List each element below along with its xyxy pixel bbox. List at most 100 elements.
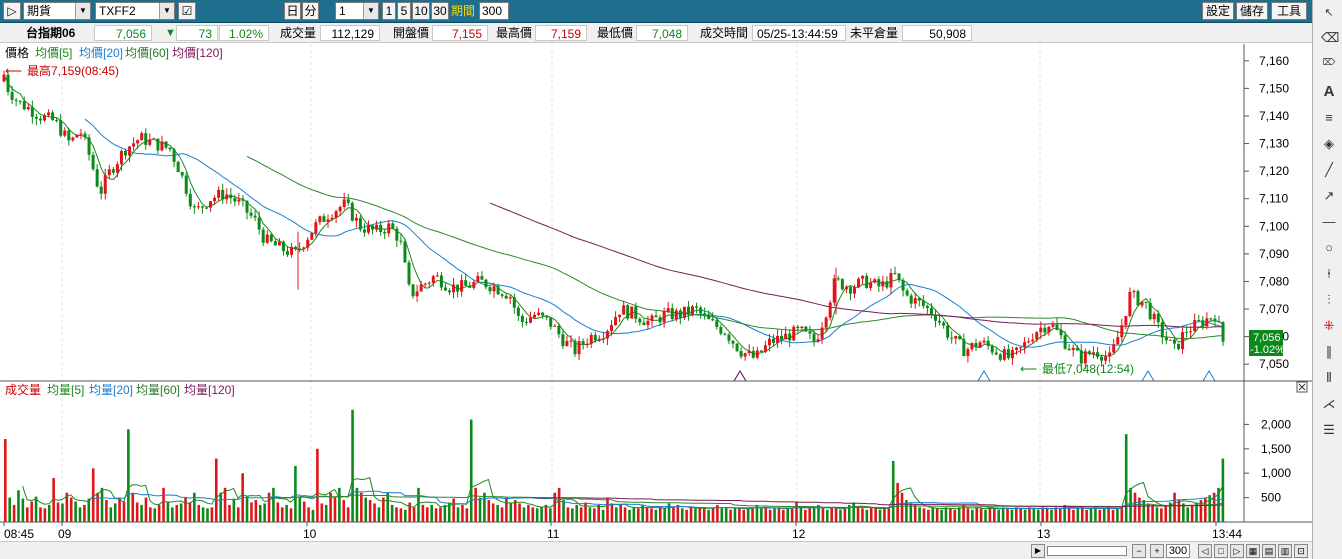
eraser-icon[interactable]: ⌫ — [1321, 30, 1340, 45]
hlines-icon[interactable]: ≡ — [1325, 110, 1333, 125]
next-icon[interactable]: ▷ — [1230, 544, 1244, 558]
grid-icon[interactable]: ▦ — [1246, 544, 1260, 558]
tools-button[interactable]: 工具 — [1271, 2, 1307, 20]
candle-body — [978, 342, 982, 348]
prev-icon[interactable]: ◁ — [1198, 544, 1212, 558]
volume-bar — [584, 502, 587, 522]
candle-body — [367, 225, 370, 233]
volume-bar — [804, 509, 807, 522]
volume-bar — [667, 503, 671, 522]
volume-bar — [135, 502, 139, 522]
last-price-tag-value: 7,056 — [1253, 332, 1281, 344]
candle-body — [427, 282, 431, 284]
period-day-button[interactable]: 日 — [284, 2, 301, 20]
play-icon[interactable]: ▷ — [3, 2, 21, 20]
volume-bar — [443, 504, 447, 522]
symbol-select[interactable]: TXFF2 ▼ — [95, 2, 175, 20]
volume-bar — [817, 504, 820, 522]
candle-body — [354, 217, 358, 221]
candle-body — [107, 169, 111, 176]
restore-icon[interactable]: ⊡ — [1294, 544, 1308, 558]
erase-all-icon[interactable]: ⌦ — [1322, 57, 1336, 67]
candle-body — [646, 320, 650, 326]
zoom-period-input[interactable]: 300 — [1166, 544, 1190, 558]
candle-body — [59, 120, 63, 136]
candle-body — [715, 320, 719, 328]
markers-icon[interactable]: ⁜ — [1323, 318, 1335, 333]
arrow-icon[interactable]: ↗ — [1323, 188, 1335, 203]
candle-body — [229, 194, 233, 199]
levels-icon[interactable]: ☰ — [1323, 422, 1335, 437]
price-volume-chart[interactable]: 價格 均價[5] 均價[20] 均價[60] 均價[120] ⟵ 最高7,159… — [0, 44, 1312, 541]
period-min-button[interactable]: 分 — [302, 2, 319, 20]
volume-bar — [874, 508, 877, 522]
volume-bar — [913, 504, 917, 522]
pointer-icon[interactable]: ↖ — [1324, 7, 1334, 19]
volume-bar — [1023, 509, 1027, 522]
volume-bar — [127, 429, 130, 522]
candle-body — [1148, 302, 1152, 320]
price-tick-label: 7,120 — [1259, 164, 1289, 178]
text-icon[interactable]: A — [1323, 83, 1335, 100]
candle-body — [257, 217, 261, 230]
candle-body — [67, 130, 71, 141]
volume-bar — [43, 508, 47, 522]
fan-icon[interactable]: ⋌ — [1322, 396, 1336, 411]
circle-icon[interactable]: ○ — [1325, 240, 1333, 255]
candle-body — [63, 130, 67, 136]
volume-bar — [645, 507, 649, 522]
candle-body — [439, 275, 443, 288]
close-volume-pane-icon[interactable] — [1296, 381, 1308, 393]
candle-body — [524, 321, 528, 323]
checkbox-toggle[interactable]: ☑ — [178, 2, 196, 20]
candle-body — [1201, 320, 1205, 327]
save-button[interactable]: 儲存 — [1236, 2, 1268, 20]
candle-body — [269, 234, 273, 242]
volume-bar — [25, 507, 29, 522]
volume-bar — [276, 502, 280, 522]
interval-5-button[interactable]: 5 — [397, 2, 411, 20]
interval-1-button[interactable]: 1 — [382, 2, 396, 20]
candle-body — [1172, 339, 1176, 344]
candle-body — [294, 246, 298, 249]
candle-body — [1071, 347, 1075, 351]
vma20-legend: 均量[20] — [89, 383, 133, 397]
fill-icon[interactable]: ◈ — [1324, 136, 1334, 151]
period-input[interactable]: 300 — [479, 2, 509, 20]
candle-body — [1217, 321, 1221, 323]
volume-bar — [821, 508, 825, 522]
vlines-icon[interactable]: ⦀ — [1326, 370, 1332, 385]
candle-body — [34, 116, 38, 119]
market-select[interactable]: 期貨 ▼ — [23, 2, 91, 20]
candle-body — [103, 175, 107, 194]
interval-select[interactable]: 1 ▼ — [335, 2, 379, 20]
volume-bar — [153, 508, 157, 522]
chevron-down-icon: ▼ — [75, 3, 90, 19]
scroll-track[interactable] — [1047, 546, 1127, 556]
settings-button[interactable]: 設定 — [1202, 2, 1234, 20]
channel-icon[interactable]: ∥ — [1325, 344, 1333, 359]
volume-bar — [364, 497, 368, 522]
hline-icon[interactable]: — — [1322, 214, 1336, 229]
interval-30-button[interactable]: 30 — [431, 2, 449, 20]
zoom-out-icon[interactable]: − — [1132, 544, 1146, 558]
save-image-icon[interactable]: ▤ — [1262, 544, 1276, 558]
zoom-in-icon[interactable]: + — [1150, 544, 1164, 558]
candle-body — [241, 199, 245, 201]
interval-10-button[interactable]: 10 — [412, 2, 430, 20]
volume-bar — [232, 498, 236, 522]
candle-body — [249, 212, 253, 216]
volume-bar — [623, 507, 627, 522]
price-legend: 價格 均價[5] 均價[20] 均價[60] 均價[120] — [5, 45, 223, 60]
volume-bar — [1164, 504, 1168, 522]
scroll-left-icon[interactable]: ▶ — [1031, 544, 1045, 558]
candle-body — [504, 295, 508, 299]
pin-icon[interactable]: ⍿ — [1327, 266, 1331, 281]
candle-body — [873, 279, 877, 283]
stop-icon[interactable]: □ — [1214, 544, 1228, 558]
print-icon[interactable]: ▥ — [1278, 544, 1292, 558]
line-icon[interactable]: ╱ — [1325, 162, 1333, 177]
candle-body — [642, 322, 646, 326]
fib-icon[interactable]: ⫶ — [1327, 292, 1331, 307]
volume-bar — [962, 504, 965, 522]
